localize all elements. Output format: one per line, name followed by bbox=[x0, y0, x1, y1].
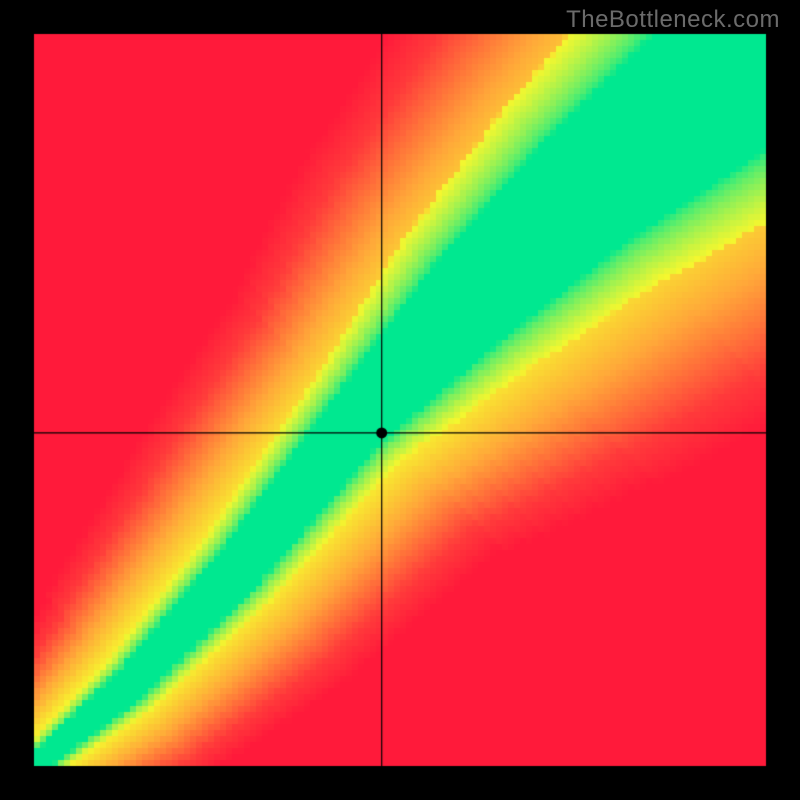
watermark-text: TheBottleneck.com bbox=[566, 6, 780, 34]
heatmap-canvas bbox=[0, 0, 800, 800]
chart-container: TheBottleneck.com bbox=[0, 0, 800, 800]
